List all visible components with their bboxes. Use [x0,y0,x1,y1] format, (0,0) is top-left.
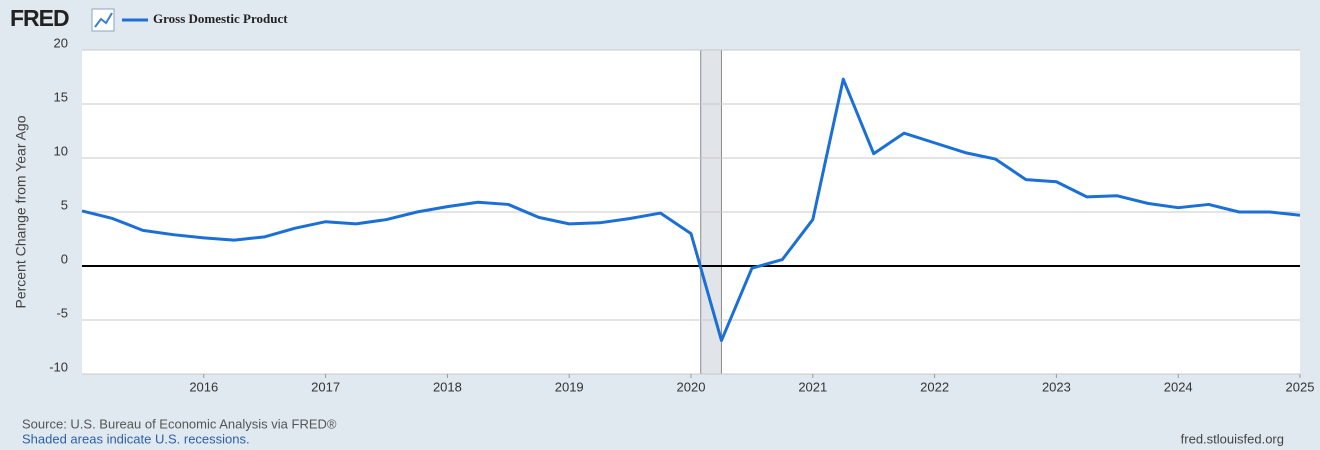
x-tick-label: 2022 [920,379,949,394]
y-tick-label: 0 [61,251,68,266]
y-axis-label: Percent Change from Year Ago [13,115,29,308]
logo-icon [91,8,115,32]
x-tick-label: 2020 [677,379,706,394]
x-tick-label: 2016 [189,379,218,394]
y-tick-label: 15 [54,89,68,104]
y-tick-label: 5 [61,197,68,212]
y-tick-label: 20 [54,35,68,50]
logo[interactable]: FRED [10,5,70,31]
data-line [81,77,1301,343]
y-tick-label: 10 [54,143,68,158]
x-tick-label: 2023 [1042,379,1071,394]
x-tick-label: 2017 [311,379,340,394]
x-tick-label: 2019 [555,379,584,394]
x-tick-label: 2024 [1164,379,1193,394]
y-tick-label: -5 [56,305,68,320]
legend-label[interactable]: Gross Domestic Product [153,11,288,26]
site-url[interactable]: fred.stlouisfed.org [1181,431,1284,446]
note: Shaded areas indicate U.S. recessions. [22,431,250,446]
x-tick-label: 2021 [798,379,827,394]
y-tick-label: -10 [49,359,68,374]
source: Source: U.S. Bureau of Economic Analysis… [22,416,337,431]
x-tick-label: 2018 [433,379,462,394]
x-tick-label: 2025 [1286,379,1315,394]
